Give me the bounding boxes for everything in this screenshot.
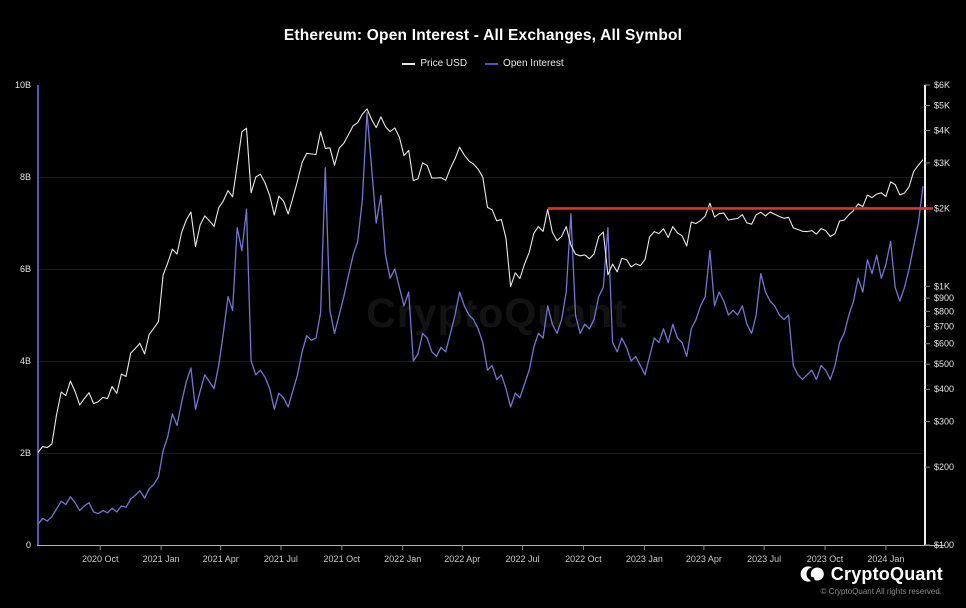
cryptoquant-brand-label: CryptoQuant: [830, 563, 943, 584]
price-axis-label: $6K: [934, 80, 950, 90]
x-axis-label: 2022 Oct: [565, 554, 602, 564]
price-axis-label: $200: [934, 462, 954, 472]
price-axis-label: $300: [934, 417, 954, 427]
price-axis-label: $400: [934, 384, 954, 394]
x-axis-label: 2020 Oct: [82, 554, 119, 564]
x-axis-label: 2021 Jul: [264, 554, 298, 564]
price-axis-label: $4K: [934, 126, 950, 136]
open-interest-line-swatch-icon: [485, 62, 499, 65]
x-axis-label: 2023 Apr: [686, 554, 722, 564]
legend-item-price[interactable]: Price USD: [402, 58, 467, 69]
oi-axis-label: 0: [26, 540, 31, 550]
x-axis-label: 2023 Jan: [626, 554, 663, 564]
price-axis-label: $2K: [934, 203, 950, 213]
cryptoquant-brand[interactable]: CryptoQuant: [800, 562, 943, 586]
x-axis-label: 2021 Apr: [203, 554, 239, 564]
price-series-line[interactable]: [37, 108, 924, 453]
price-axis-label: $700: [934, 321, 954, 331]
legend: Price USD Open Interest: [0, 58, 966, 69]
price-axis-label: $900: [934, 293, 954, 303]
price-axis-label: $800: [934, 306, 954, 316]
x-axis-label: 2023 Oct: [807, 554, 844, 564]
legend-item-open-interest[interactable]: Open Interest: [485, 58, 564, 69]
oi-axis-label: 2B: [20, 448, 31, 458]
cryptoquant-logo-icon: [800, 566, 824, 582]
x-axis-label: 2022 Jul: [506, 554, 540, 564]
x-axis-label: 2023 Jul: [747, 554, 781, 564]
watermark-text: CryptoQuant: [366, 290, 628, 336]
open-interest-series-line[interactable]: [37, 111, 924, 525]
oi-axis-label: 4B: [20, 356, 31, 366]
x-axis-label: 2022 Apr: [444, 554, 480, 564]
price-axis-label: $3K: [934, 158, 950, 168]
x-axis-label: 2021 Oct: [324, 554, 361, 564]
copyright-text: © CryptoQuant All rights reserved.: [820, 587, 943, 596]
chart-title: Ethereum: Open Interest - All Exchanges,…: [283, 27, 683, 44]
x-axis-label: 2024 Jan: [867, 554, 904, 564]
oi-axis-label: 10B: [15, 80, 31, 90]
legend-label-open-interest: Open Interest: [503, 58, 564, 69]
oi-axis-label: 6B: [20, 264, 31, 274]
price-axis-label: $100: [934, 540, 954, 550]
price-axis-label: $600: [934, 339, 954, 349]
price-axis-label: $1K: [934, 281, 950, 291]
price-line-swatch-icon: [402, 62, 416, 65]
x-axis-label: 2021 Jan: [143, 554, 180, 564]
oi-axis-label: 8B: [20, 172, 31, 182]
price-axis-label: $500: [934, 359, 954, 369]
price-axis-label: $5K: [934, 100, 950, 110]
x-axis-label: 2022 Jan: [384, 554, 421, 564]
legend-label-price: Price USD: [420, 58, 468, 69]
